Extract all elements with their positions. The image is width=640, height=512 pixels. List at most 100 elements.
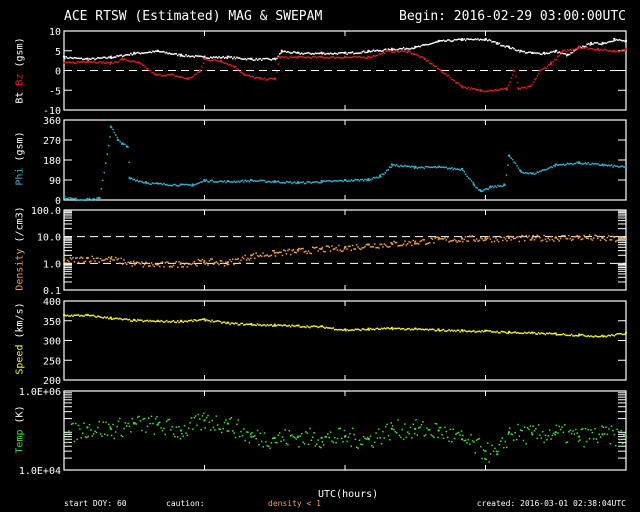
scatter-dot	[154, 50, 157, 52]
scatter-dot	[321, 246, 324, 249]
scatter-dot	[311, 436, 314, 438]
scatter-dot	[568, 53, 571, 56]
scatter-dot	[513, 331, 515, 334]
scatter-dot	[251, 324, 253, 327]
scatter-dot	[395, 432, 398, 434]
scatter-dot	[353, 55, 355, 58]
ylabel-bt: Bt	[14, 91, 26, 104]
scatter-dot	[375, 327, 377, 330]
scatter-dot	[97, 257, 99, 259]
scatter-dot	[419, 426, 421, 428]
scatter-dot	[404, 240, 406, 242]
scatter-dot	[186, 434, 189, 437]
scatter-dot	[108, 61, 110, 64]
scatter-dot	[620, 333, 622, 335]
scatter-dot	[318, 445, 321, 448]
scatter-dot	[291, 324, 293, 326]
scatter-dot	[123, 58, 126, 60]
scatter-dot	[495, 450, 498, 453]
scatter-dot	[340, 250, 343, 253]
scatter-dot	[161, 261, 164, 263]
scatter-dot	[248, 74, 250, 77]
scatter-dot	[557, 432, 559, 434]
scatter-dot	[597, 237, 599, 240]
data-point	[320, 51, 323, 54]
scatter-dot	[353, 248, 355, 250]
scatter-dot	[486, 39, 489, 42]
plot-title: ACE RTSW (Estimated) MAG & SWEPAM	[64, 9, 323, 24]
scatter-dot	[482, 39, 485, 41]
scatter-dot	[350, 445, 353, 448]
scatter-dot	[541, 53, 543, 56]
data-point	[198, 69, 201, 72]
scatter-dot	[587, 335, 589, 337]
scatter-dot	[568, 334, 570, 337]
scatter-dot	[214, 261, 216, 264]
scatter-dot	[457, 329, 460, 331]
scatter-dot	[316, 246, 318, 249]
scatter-dot	[329, 52, 332, 54]
scatter-dot	[580, 428, 583, 431]
scatter-dot	[452, 78, 454, 81]
data-point	[180, 183, 183, 186]
data-point	[109, 55, 112, 58]
scatter-dot	[283, 249, 285, 251]
scatter-dot	[569, 48, 572, 51]
scatter-dot	[154, 182, 157, 184]
scatter-dot	[284, 324, 286, 326]
scatter-dot	[539, 333, 541, 335]
scatter-dot	[605, 239, 607, 242]
scatter-dot	[311, 181, 314, 184]
scatter-dot	[317, 56, 319, 58]
scatter-dot	[148, 265, 150, 267]
data-point	[226, 55, 229, 58]
scatter-dot	[225, 56, 227, 59]
scatter-dot	[222, 321, 224, 324]
scatter-dot	[610, 239, 613, 241]
scatter-dot	[590, 163, 592, 166]
data-point	[273, 436, 276, 439]
scatter-dot	[345, 329, 347, 332]
scatter-dot	[535, 236, 537, 239]
scatter-dot	[120, 434, 122, 437]
scatter-dot	[130, 61, 133, 63]
scatter-dot	[620, 50, 622, 52]
series-density	[63, 234, 627, 269]
scatter-dot	[129, 60, 131, 63]
scatter-dot	[406, 431, 409, 433]
scatter-dot	[342, 51, 344, 54]
scatter-dot	[621, 165, 624, 167]
scatter-dot	[505, 446, 508, 449]
ylabel-speed-unit: (km/s)	[14, 302, 26, 339]
scatter-dot	[442, 437, 445, 440]
scatter-dot	[362, 56, 365, 58]
scatter-dot	[562, 333, 565, 335]
scatter-dot	[584, 236, 587, 238]
scatter-dot	[541, 239, 544, 241]
scatter-dot	[259, 179, 262, 182]
scatter-dot	[125, 58, 127, 61]
scatter-dot	[347, 436, 350, 438]
scatter-dot	[307, 250, 310, 252]
scatter-dot	[557, 164, 559, 166]
scatter-dot	[471, 440, 474, 442]
scatter-dot	[219, 259, 222, 262]
scatter-dot	[101, 316, 103, 319]
scatter-dot	[358, 247, 361, 250]
scatter-dot	[591, 431, 594, 434]
scatter-dot	[91, 61, 94, 64]
scatter-dot	[191, 185, 193, 187]
scatter-dot	[244, 57, 246, 60]
scatter-dot	[154, 321, 157, 323]
scatter-dot	[65, 315, 67, 317]
scatter-dot	[448, 167, 450, 170]
scatter-dot	[141, 181, 144, 183]
scatter-dot	[196, 71, 199, 74]
scatter-dot	[236, 423, 238, 426]
data-point	[86, 426, 89, 429]
scatter-dot	[575, 428, 577, 431]
scatter-dot	[131, 265, 133, 267]
scatter-dot	[333, 180, 336, 182]
scatter-dot	[240, 322, 242, 325]
scatter-dot	[539, 236, 541, 239]
